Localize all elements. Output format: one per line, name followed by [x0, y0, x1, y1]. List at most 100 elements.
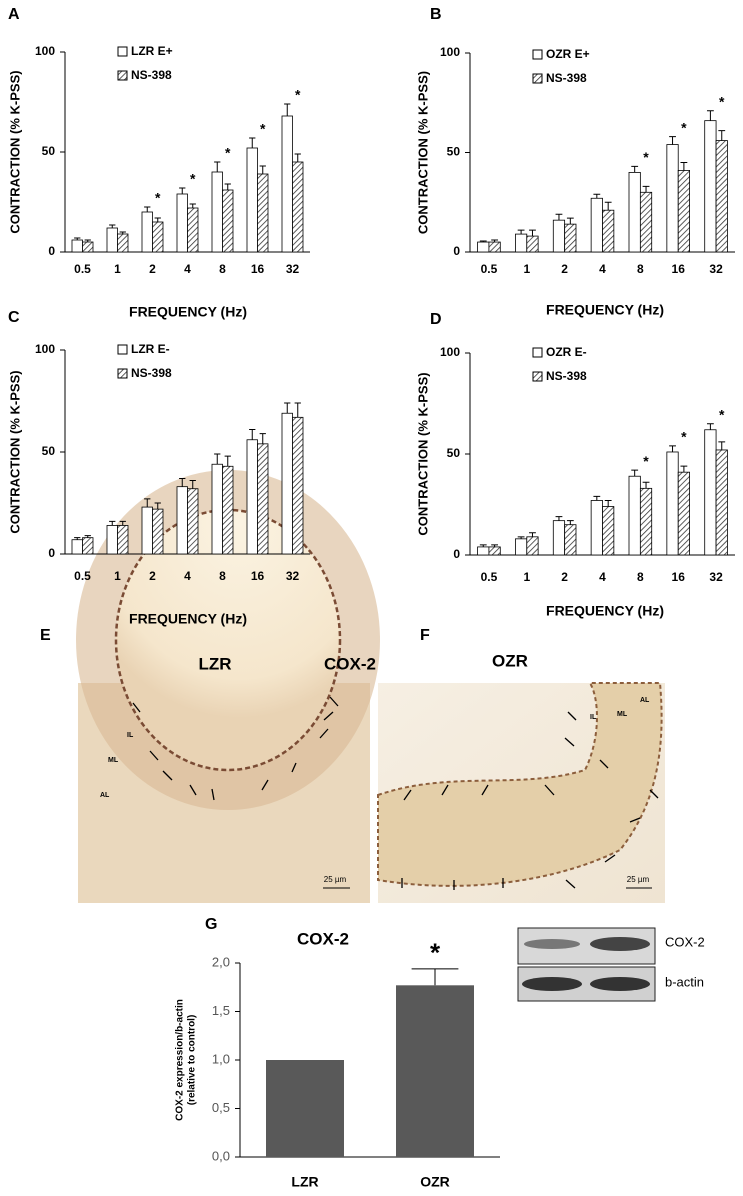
error-bar: [718, 130, 726, 141]
error-bar: [517, 229, 525, 235]
x-tick-label: 4: [184, 262, 191, 276]
error-bar: [706, 423, 714, 430]
bar: [257, 443, 269, 555]
error-bar: [249, 137, 256, 148]
x-tick-label: 1: [523, 262, 530, 276]
bar: [211, 171, 223, 253]
panel-letter: G: [205, 916, 217, 933]
x-axis-label: FREQUENCY (Hz): [129, 611, 247, 627]
chart: A 0 50 100 CONTRACTION (% K-PSS) FREQUENCY (H…: [7, 6, 310, 320]
error-bar: [284, 103, 291, 116]
legend-swatch: [532, 371, 543, 382]
scale-label: 25 µm: [627, 875, 650, 884]
bar: [526, 536, 539, 556]
x-tick-label: 0.5: [74, 569, 91, 583]
significance-mark: *: [295, 87, 301, 103]
error-bar: [411, 968, 459, 986]
bar: [292, 161, 304, 253]
error-bar: [189, 480, 196, 489]
micrograph-title: LZR: [198, 654, 231, 673]
bar: [515, 538, 528, 556]
y-axis-label: CONTRACTION (% K-PSS): [7, 70, 22, 233]
micrograph-title: OZR: [492, 651, 528, 670]
bar: [477, 241, 490, 253]
x-tick-label: 0.5: [74, 262, 91, 276]
error-bar: [109, 520, 116, 526]
bar: [677, 170, 690, 253]
error-bar: [84, 535, 91, 538]
chart: B 0 50 100 CONTRACTION (% K-PSS) FREQUENCY (H…: [415, 6, 735, 318]
error-bar: [555, 516, 563, 521]
bar: [152, 221, 164, 253]
bar: [257, 173, 269, 253]
significance-mark: *: [430, 938, 441, 968]
x-tick-label: 32: [286, 569, 300, 583]
x-axis-label: FREQUENCY (Hz): [546, 302, 664, 318]
y-tick-label: 0,5: [212, 1100, 230, 1115]
panel-letter: C: [8, 309, 20, 326]
bar: [117, 525, 129, 555]
bar: [176, 486, 188, 555]
error-bar: [680, 161, 688, 171]
y-tick-label: 2,0: [212, 954, 230, 969]
y-tick-label: 0,0: [212, 1148, 230, 1163]
error-bar: [517, 536, 525, 539]
error-bar: [109, 224, 116, 228]
bar: [222, 465, 234, 555]
error-bar: [259, 433, 266, 444]
x-tick-label: 4: [599, 262, 606, 276]
y-tick-label: 100: [35, 342, 55, 356]
bar: [141, 211, 153, 253]
panel-letter: F: [420, 627, 430, 644]
x-tick-label: 2: [561, 262, 568, 276]
error-bar: [593, 193, 601, 199]
legend-swatch: [117, 368, 128, 379]
x-tick-label: 1: [114, 569, 121, 583]
error-bar: [84, 239, 91, 242]
blot-label: b-actin: [665, 974, 704, 989]
chart: G COX-2 0,0 0,5 1,0 1,5 2,0 COX-2 expression/b-…: [175, 916, 500, 1190]
x-tick-label: 16: [251, 262, 265, 276]
legend-swatch: [532, 49, 543, 60]
legend-label: NS-398: [546, 71, 587, 85]
x-axis-label: FREQUENCY (Hz): [129, 304, 247, 320]
bar: [187, 488, 199, 555]
significance-mark: *: [155, 190, 161, 206]
blot-band: [522, 977, 582, 991]
bar: [488, 241, 501, 253]
error-bar: [214, 453, 221, 465]
y-axis-label: CONTRACTION (% K-PSS): [415, 372, 430, 535]
error-bar: [179, 478, 186, 487]
error-bar: [631, 469, 639, 477]
bar: [246, 147, 258, 253]
legend-swatch: [117, 46, 128, 57]
error-bar: [74, 537, 81, 540]
x-tick-label: 8: [637, 262, 644, 276]
bar: [281, 115, 293, 253]
y-axis-label: (relative to control): [187, 1015, 198, 1106]
significance-mark: *: [643, 149, 649, 165]
bar: [141, 506, 153, 555]
y-tick-label: 100: [440, 45, 460, 59]
x-tick-label: 8: [219, 262, 226, 276]
bar: [677, 471, 690, 556]
x-tick-label: 16: [251, 569, 265, 583]
layer-label: IL: [590, 714, 597, 721]
error-bar: [718, 441, 726, 450]
error-bar: [154, 502, 161, 510]
bar: [564, 524, 577, 556]
bar: [117, 233, 129, 253]
error-bar: [669, 136, 676, 145]
error-bar: [593, 495, 601, 501]
panel-letter: D: [430, 311, 442, 328]
x-tick-label: LZR: [291, 1174, 318, 1190]
y-tick-label: 50: [447, 145, 461, 159]
error-bar: [284, 402, 291, 414]
significance-mark: *: [260, 121, 266, 137]
bar: [602, 506, 615, 556]
bar: [704, 120, 717, 253]
bar: [515, 233, 528, 253]
x-tick-label: 4: [599, 570, 606, 584]
layer-label: ML: [108, 757, 119, 764]
